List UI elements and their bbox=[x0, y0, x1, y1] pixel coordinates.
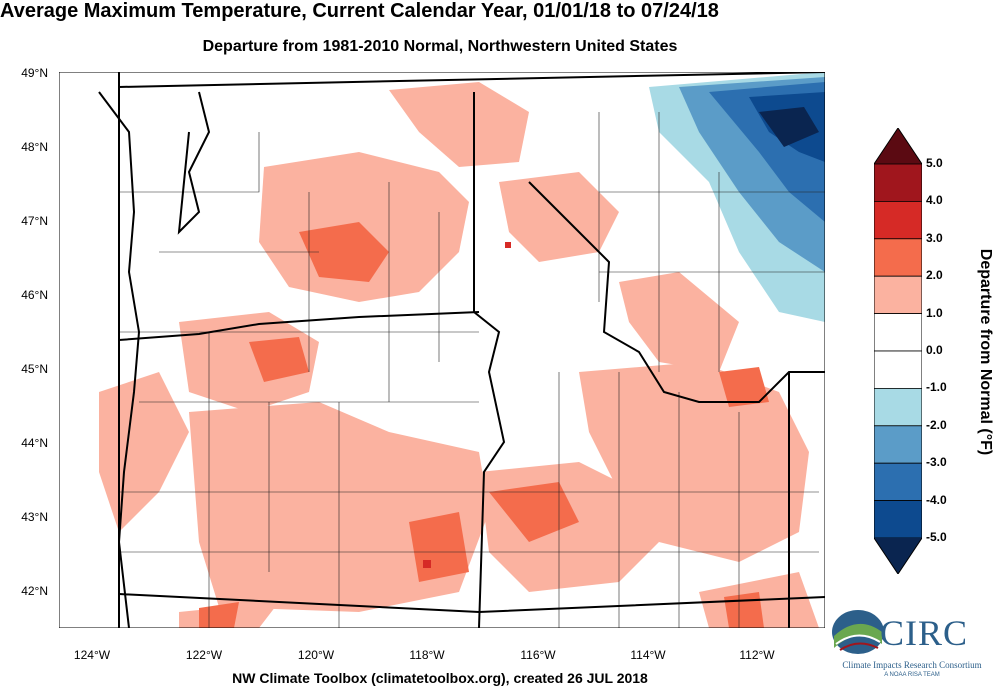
colorbar-tick-label: -3.0 bbox=[926, 455, 947, 470]
colorbar bbox=[874, 128, 922, 574]
colorbar-segment bbox=[874, 275, 922, 314]
colorbar-segment bbox=[874, 462, 922, 502]
lon-label-112: 112°W bbox=[739, 648, 775, 662]
colorbar-segment bbox=[874, 538, 922, 574]
circ-logo-name: CIRC bbox=[880, 613, 969, 653]
colorbar-tick-label: 4.0 bbox=[926, 193, 943, 208]
lat-label-44: 44°N bbox=[21, 436, 48, 450]
lon-label-124: 124°W bbox=[73, 648, 111, 662]
lat-label-43: 43°N bbox=[21, 510, 48, 524]
colorbar-segment bbox=[874, 128, 922, 164]
lon-label-118: 118°W bbox=[409, 648, 445, 662]
colorbar-tick-label: -5.0 bbox=[926, 530, 947, 544]
circ-logo-team: A NOAA RISA TEAM bbox=[884, 672, 940, 678]
lat-label-47: 47°N bbox=[21, 214, 48, 228]
lon-label-122: 122°W bbox=[185, 648, 223, 662]
colorbar-title: Departure from Normal (°F) bbox=[977, 248, 994, 456]
colorbar-tick-label: -1.0 bbox=[926, 380, 947, 395]
colorbar-tick-label: 5.0 bbox=[926, 156, 943, 170]
map-subtitle: Departure from 1981-2010 Normal, Northwe… bbox=[202, 38, 678, 55]
colorbar-segment bbox=[874, 500, 922, 539]
lon-label-120: 120°W bbox=[297, 648, 335, 662]
temperature-departure-map bbox=[59, 72, 825, 628]
colorbar-segment bbox=[874, 350, 922, 389]
colorbar-tick-label: 0.0 bbox=[926, 343, 943, 357]
lat-label-49: 49°N bbox=[21, 66, 48, 80]
colorbar-segment bbox=[874, 201, 922, 240]
colorbar-segment bbox=[874, 163, 922, 202]
colorbar-segment bbox=[874, 425, 922, 464]
circ-logo-full-name: Climate Impacts Research Consortium bbox=[842, 660, 982, 670]
lon-label-114: 114°W bbox=[630, 648, 666, 662]
colorbar-tick-label: -2.0 bbox=[926, 417, 947, 432]
lon-label-116: 116°W bbox=[520, 648, 556, 662]
lat-label-48: 48°N bbox=[21, 140, 48, 154]
lat-label-45: 45°N bbox=[21, 362, 48, 376]
map-title: Average Maximum Temperature, Current Cal… bbox=[0, 0, 719, 22]
circ-logo-icon bbox=[832, 610, 884, 654]
colorbar-segment bbox=[874, 238, 922, 277]
colorbar-tick-label: 3.0 bbox=[926, 230, 943, 245]
colorbar-tick-label: 2.0 bbox=[926, 268, 943, 283]
lat-label-46: 46°N bbox=[21, 288, 48, 302]
colorbar-segment bbox=[874, 387, 922, 427]
colorbar-tick-label: 1.0 bbox=[926, 305, 943, 320]
colorbar-segment bbox=[874, 313, 922, 352]
footer-credit: NW Climate Toolbox (climatetoolbox.org),… bbox=[232, 670, 648, 686]
colorbar-tick-label: -4.0 bbox=[926, 492, 947, 507]
lat-label-42: 42°N bbox=[21, 584, 48, 598]
